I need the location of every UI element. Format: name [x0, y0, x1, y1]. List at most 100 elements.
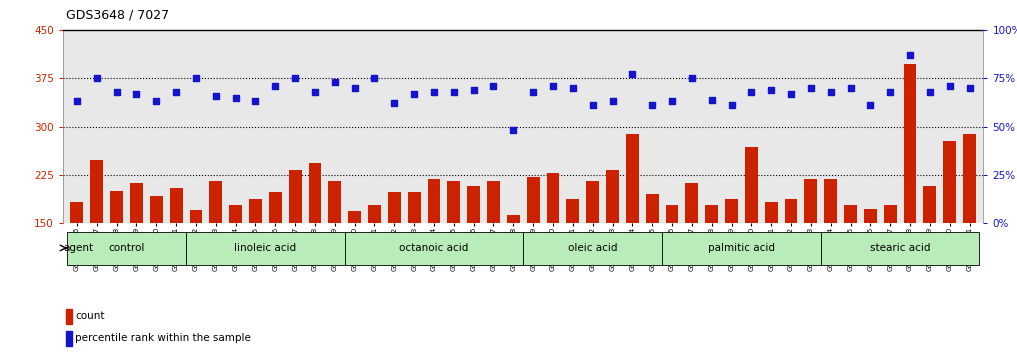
Bar: [91, 160, 103, 320]
Bar: [546, 173, 559, 320]
Bar: [586, 181, 599, 320]
Point: [326, 79, 343, 85]
Text: oleic acid: oleic acid: [567, 243, 617, 253]
FancyBboxPatch shape: [662, 232, 821, 266]
Point: [564, 85, 581, 91]
Text: octanoic acid: octanoic acid: [400, 243, 469, 253]
Bar: [170, 188, 183, 320]
Point: [247, 99, 263, 104]
Text: palmitic acid: palmitic acid: [708, 243, 775, 253]
Point: [88, 75, 105, 81]
Point: [168, 89, 184, 95]
Bar: [110, 191, 123, 320]
Text: stearic acid: stearic acid: [870, 243, 931, 253]
Point: [207, 93, 224, 98]
Bar: [130, 183, 143, 320]
Bar: [963, 134, 976, 320]
Bar: [884, 205, 897, 320]
FancyBboxPatch shape: [523, 232, 662, 266]
Point: [466, 87, 482, 93]
Bar: [863, 209, 877, 320]
Bar: [210, 181, 223, 320]
Point: [842, 85, 858, 91]
Point: [406, 91, 422, 97]
Point: [485, 83, 501, 89]
FancyBboxPatch shape: [186, 232, 345, 266]
Text: linoleic acid: linoleic acid: [234, 243, 296, 253]
Point: [743, 89, 760, 95]
Bar: [387, 192, 401, 320]
Point: [624, 72, 641, 77]
FancyBboxPatch shape: [67, 232, 186, 266]
Text: percentile rank within the sample: percentile rank within the sample: [75, 333, 251, 343]
Bar: [705, 205, 718, 320]
Bar: [487, 181, 500, 320]
Bar: [467, 186, 480, 320]
Bar: [408, 192, 421, 320]
Bar: [308, 163, 321, 320]
Bar: [328, 181, 342, 320]
Bar: [744, 147, 758, 320]
Point: [109, 89, 125, 95]
Point: [148, 99, 165, 104]
Point: [445, 89, 462, 95]
Bar: [348, 211, 361, 320]
Point: [69, 99, 85, 104]
Point: [942, 83, 958, 89]
Bar: [824, 179, 837, 320]
Text: control: control: [109, 243, 144, 253]
Point: [644, 103, 660, 108]
Point: [287, 75, 303, 81]
Bar: [923, 186, 937, 320]
Bar: [66, 331, 71, 346]
Point: [823, 89, 839, 95]
Bar: [368, 205, 381, 320]
Point: [604, 99, 620, 104]
Point: [545, 83, 561, 89]
Bar: [903, 63, 916, 320]
Text: count: count: [75, 312, 105, 321]
Point: [783, 91, 799, 97]
Bar: [566, 199, 580, 320]
Point: [426, 89, 442, 95]
Point: [585, 103, 601, 108]
Point: [664, 99, 680, 104]
Bar: [944, 141, 956, 320]
Bar: [784, 199, 797, 320]
Point: [802, 85, 819, 91]
Point: [228, 95, 244, 101]
Bar: [427, 179, 440, 320]
Bar: [268, 192, 282, 320]
Bar: [249, 199, 262, 320]
Bar: [665, 205, 678, 320]
Point: [188, 75, 204, 81]
Point: [307, 89, 323, 95]
Bar: [229, 205, 242, 320]
FancyBboxPatch shape: [821, 232, 979, 266]
Point: [525, 89, 541, 95]
Bar: [625, 134, 639, 320]
Point: [902, 52, 918, 58]
Bar: [844, 205, 857, 320]
Point: [267, 83, 284, 89]
Bar: [447, 181, 461, 320]
Point: [128, 91, 144, 97]
FancyBboxPatch shape: [345, 232, 523, 266]
Point: [882, 89, 898, 95]
Bar: [527, 177, 540, 320]
Bar: [646, 194, 659, 320]
Bar: [506, 215, 520, 320]
Point: [921, 89, 938, 95]
Text: GDS3648 / 7027: GDS3648 / 7027: [66, 9, 169, 22]
Bar: [289, 170, 302, 320]
Point: [723, 103, 739, 108]
Point: [366, 75, 382, 81]
Bar: [149, 196, 163, 320]
Point: [763, 87, 779, 93]
Point: [683, 75, 700, 81]
Bar: [804, 179, 818, 320]
Bar: [70, 202, 83, 320]
Bar: [685, 183, 699, 320]
Bar: [725, 199, 738, 320]
Point: [704, 97, 720, 102]
